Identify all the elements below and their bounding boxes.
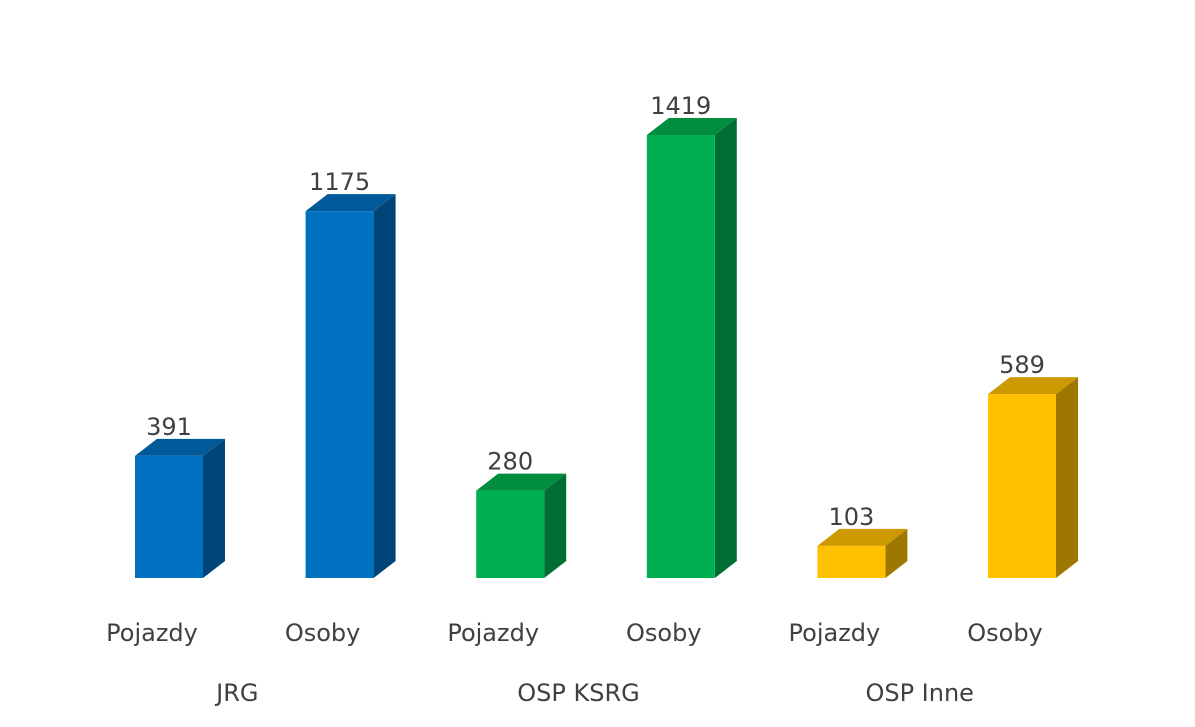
x-tick-label: Pojazdy xyxy=(789,619,881,647)
value-label: 589 xyxy=(999,351,1045,379)
group-label: OSP KSRG xyxy=(517,679,639,707)
bar-side xyxy=(714,117,737,579)
bar-side xyxy=(1056,377,1078,578)
bar xyxy=(135,438,225,578)
bar xyxy=(305,194,396,579)
bar xyxy=(817,528,908,578)
bar-top xyxy=(988,377,1078,395)
bar-front xyxy=(476,490,545,578)
value-label: 1419 xyxy=(650,92,711,120)
bar-side xyxy=(885,528,908,578)
bar-top xyxy=(305,194,396,212)
value-label: 1175 xyxy=(309,168,370,196)
bar xyxy=(476,473,567,578)
bar-side xyxy=(544,473,567,578)
x-tick-label: Osoby xyxy=(285,619,361,647)
x-tick-label: Osoby xyxy=(967,619,1043,647)
x-tick-label: Pojazdy xyxy=(447,619,539,647)
bar-side xyxy=(203,438,225,578)
bar-front xyxy=(305,211,374,579)
value-label: 103 xyxy=(828,503,874,531)
bar-side xyxy=(373,194,396,579)
value-label: 280 xyxy=(487,448,533,476)
bar-top xyxy=(646,117,737,135)
x-tick-label: Osoby xyxy=(626,619,702,647)
x-tick-label: Pojazdy xyxy=(106,619,198,647)
bar xyxy=(646,117,737,579)
bar-front xyxy=(817,545,886,578)
bar-front xyxy=(135,455,203,578)
value-label: 391 xyxy=(146,413,192,441)
group-label: JRG xyxy=(214,679,258,707)
bar-top xyxy=(817,528,908,546)
bar-top xyxy=(476,473,567,491)
bar-front xyxy=(988,394,1056,578)
bar-front xyxy=(646,134,715,578)
bar-top xyxy=(135,438,225,456)
bar xyxy=(988,377,1078,578)
group-label: OSP Inne xyxy=(865,679,974,707)
